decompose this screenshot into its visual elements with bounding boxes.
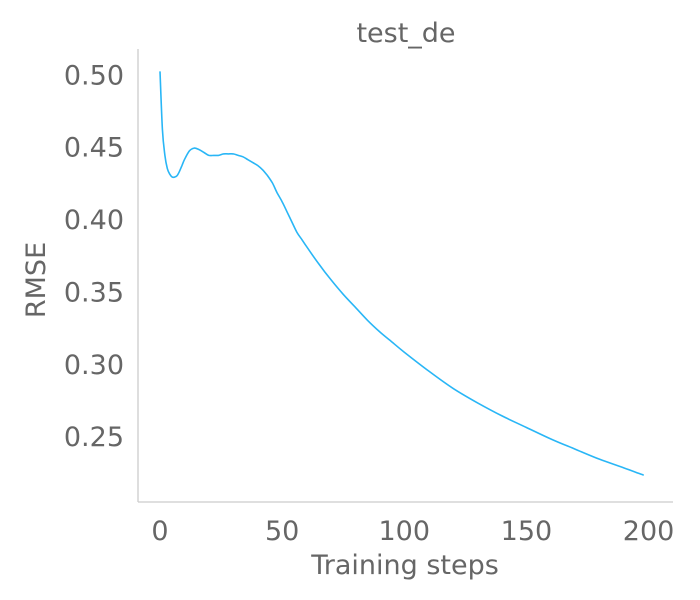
y-axis-label: RMSE bbox=[21, 242, 52, 318]
y-tick-labels: 0.25 0.30 0.35 0.40 0.45 0.50 bbox=[64, 60, 124, 453]
y-tick-label: 0.35 bbox=[64, 277, 124, 308]
x-tick-label: 200 bbox=[623, 516, 675, 547]
y-tick-label: 0.30 bbox=[64, 350, 124, 381]
x-tick-label: 150 bbox=[501, 516, 553, 547]
x-tick-label: 0 bbox=[151, 516, 168, 547]
x-tick-labels: 0 50 100 150 200 bbox=[151, 516, 674, 547]
chart-title: test_de bbox=[356, 18, 455, 49]
x-tick-label: 100 bbox=[379, 516, 431, 547]
y-tick-label: 0.50 bbox=[64, 60, 124, 91]
x-tick-label: 50 bbox=[265, 516, 299, 547]
y-tick-label: 0.25 bbox=[64, 422, 124, 453]
x-axis-label: Training steps bbox=[310, 550, 499, 581]
rmse-line bbox=[159, 71, 644, 476]
y-tick-label: 0.40 bbox=[64, 205, 124, 236]
y-tick-label: 0.45 bbox=[64, 133, 124, 164]
